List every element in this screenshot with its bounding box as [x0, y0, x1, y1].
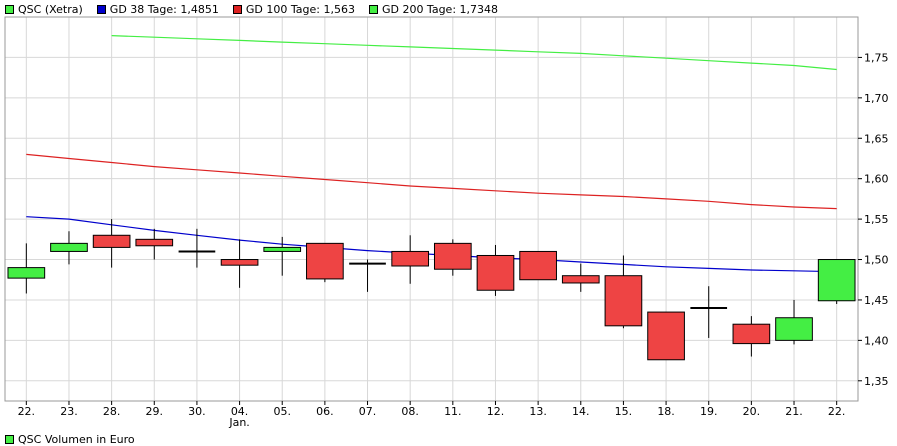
- candle-body: [519, 250, 557, 281]
- candle-body: [476, 254, 515, 291]
- legend-item-qsc: QSC (Xetra): [5, 3, 83, 16]
- candle-body: [732, 323, 771, 345]
- legend-swatch-gd100: [232, 4, 242, 14]
- chart-legend: QSC (Xetra) GD 38 Tage: 1,4851 GD 100 Ta…: [5, 1, 512, 17]
- legend-item-gd200: GD 200 Tage: 1,7348: [368, 2, 499, 16]
- x-tick-label: 04.: [231, 405, 249, 418]
- x-tick-label: 14.: [572, 405, 590, 418]
- volume-legend: QSC Volumen in Euro: [5, 433, 135, 446]
- y-tick-label: 1,60: [864, 173, 889, 186]
- x-tick-label: 22.: [18, 405, 36, 418]
- legend-label-gd38: GD 38 Tage: 1,4851: [109, 2, 219, 16]
- candle-body: [647, 311, 685, 361]
- x-tick-label: 18.: [657, 405, 675, 418]
- series-line: [26, 153, 837, 210]
- y-tick-label: 1,40: [864, 334, 889, 347]
- x-tick-label: 08.: [401, 405, 419, 418]
- x-tick-sublabel: Jan.: [228, 416, 249, 429]
- y-tick-label: 1,70: [864, 92, 889, 105]
- x-tick-label: 13.: [529, 405, 547, 418]
- candle-body: [135, 238, 174, 247]
- candle-body: [433, 242, 472, 270]
- x-tick-label: 19.: [700, 405, 718, 418]
- y-tick-label: 1,75: [864, 51, 889, 64]
- x-tick-label: 07.: [359, 405, 377, 418]
- y-tick-label: 1,35: [864, 375, 889, 388]
- legend-label-gd100: GD 100 Tage: 1,563: [245, 2, 355, 16]
- candle-body: [817, 259, 856, 302]
- y-tick-label: 1,55: [864, 213, 889, 226]
- candle-body: [50, 242, 88, 252]
- legend-item-gd38: GD 38 Tage: 1,4851: [96, 2, 219, 16]
- x-tick-label: 05.: [273, 405, 291, 418]
- x-tick-label: 21.: [785, 405, 803, 418]
- candle-body: [7, 267, 46, 279]
- x-tick-label: 30.: [188, 405, 206, 418]
- candle-body: [263, 246, 302, 252]
- plot-area: [5, 17, 858, 401]
- y-tick-label: 1,50: [864, 254, 889, 267]
- x-tick-label: 06.: [316, 405, 334, 418]
- candle-body: [391, 250, 430, 267]
- legend-swatch-gd38: [96, 4, 106, 14]
- volume-swatch: [5, 435, 14, 444]
- x-tick-label: 23.: [60, 405, 78, 418]
- y-tick-label: 1,65: [864, 132, 889, 145]
- legend-item-gd100: GD 100 Tage: 1,563: [232, 2, 355, 16]
- x-tick-label: 29.: [146, 405, 164, 418]
- candle-body: [220, 259, 259, 266]
- legend-label-gd200: GD 200 Tage: 1,7348: [381, 2, 499, 16]
- volume-legend-label: QSC Volumen in Euro: [18, 433, 135, 446]
- x-tick-label: 15.: [615, 405, 633, 418]
- series-line: [111, 35, 837, 71]
- legend-swatch-qsc: [5, 4, 14, 14]
- x-tick-label: 20.: [743, 405, 761, 418]
- legend-swatch-gd200: [368, 4, 378, 14]
- x-tick-label: 28.: [103, 405, 121, 418]
- candle-body: [561, 275, 600, 284]
- y-tick-label: 1,45: [864, 294, 889, 307]
- candle-body: [604, 275, 643, 327]
- x-tick-label: 22.: [828, 405, 846, 418]
- candle-body: [306, 242, 344, 280]
- plot-border: [4, 16, 859, 402]
- series-line: [26, 216, 837, 273]
- candle-body: [92, 234, 131, 248]
- candle-body: [775, 317, 813, 341]
- legend-label-qsc: QSC (Xetra): [18, 2, 83, 16]
- x-tick-label: 11.: [444, 405, 462, 418]
- x-tick-label: 12.: [487, 405, 505, 418]
